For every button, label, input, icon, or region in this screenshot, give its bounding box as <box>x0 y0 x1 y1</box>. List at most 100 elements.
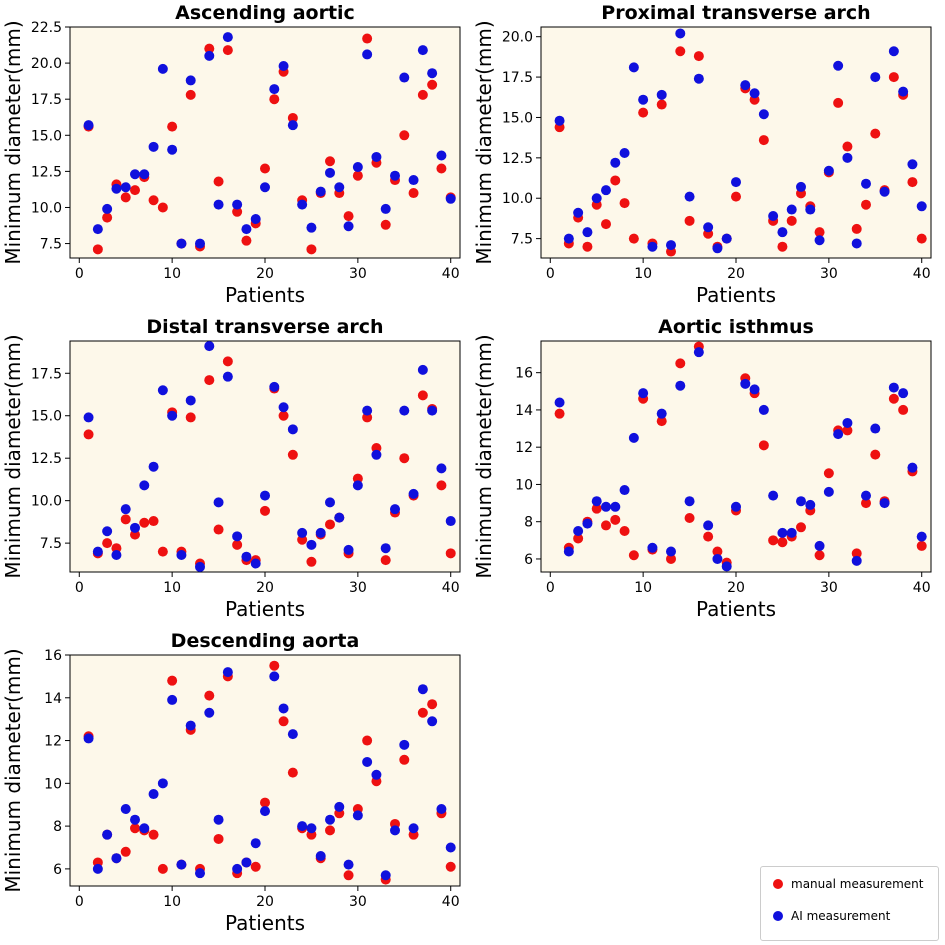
ai-point <box>833 60 844 71</box>
ai-series <box>83 341 456 572</box>
ai-point <box>157 778 168 789</box>
ai-point <box>445 842 456 853</box>
ai-point <box>684 191 695 202</box>
y-tick-label: 10 <box>44 776 62 792</box>
ai-point <box>916 201 927 212</box>
manual-point <box>916 233 927 244</box>
ai-point <box>390 825 400 836</box>
ai-point <box>269 84 280 95</box>
ai-point <box>83 733 94 744</box>
ai-point <box>148 461 159 472</box>
ai-point <box>399 72 410 83</box>
ai-point <box>334 182 345 193</box>
ai-point <box>325 167 335 178</box>
y-tick-label: 17.5 <box>31 92 62 108</box>
ai-point <box>601 501 611 512</box>
manual-point <box>628 233 639 244</box>
y-tick-label: 10.0 <box>502 191 533 207</box>
chart-title: Descending aorta <box>171 630 360 652</box>
plot-area <box>69 26 461 259</box>
ai-point <box>287 120 298 131</box>
chart-title: Proximal transverse arch <box>601 2 870 24</box>
ai-point <box>176 859 187 870</box>
ai-point <box>130 522 140 533</box>
ai-point <box>213 814 224 825</box>
ai-point <box>315 186 326 197</box>
ai-point <box>260 490 270 501</box>
manual-point <box>130 823 140 834</box>
ai-series <box>554 28 927 254</box>
manual-point <box>352 170 363 181</box>
ai-point <box>703 222 714 233</box>
ai-point <box>278 402 289 413</box>
y-tick-label: 12 <box>515 440 533 456</box>
ai-point <box>352 162 363 173</box>
y-tick-label: 20.0 <box>31 56 62 72</box>
manual-point <box>306 244 317 255</box>
manual-point <box>120 192 131 203</box>
ai-point <box>306 222 317 233</box>
manual-point <box>362 33 373 44</box>
ai-point <box>879 498 890 509</box>
ai-point <box>287 729 298 740</box>
ai-point <box>591 193 602 204</box>
legend: manual measurement AI measurement <box>760 866 939 941</box>
ai-point <box>768 211 779 221</box>
x-tick-label: 10 <box>163 266 181 282</box>
manual-point <box>675 46 686 57</box>
ai-point <box>619 148 630 158</box>
ai-point <box>92 224 103 235</box>
ai-point <box>731 177 741 188</box>
chart-title: Distal transverse arch <box>146 316 383 338</box>
manual-point <box>120 514 131 525</box>
manual-point <box>185 412 196 423</box>
manual-point <box>83 429 94 440</box>
chart-title: Ascending aortic <box>175 2 355 24</box>
ai-point <box>306 823 317 834</box>
ai-point <box>195 238 205 249</box>
manual-point <box>851 548 862 559</box>
manual-point <box>777 537 788 548</box>
manual-point <box>380 219 391 230</box>
ai-point <box>684 496 695 507</box>
ai-point <box>805 204 816 215</box>
manual-point <box>232 539 243 550</box>
ai-point <box>582 227 593 238</box>
ai-point <box>139 169 150 180</box>
manual-point <box>325 825 335 836</box>
ai-point <box>343 544 354 555</box>
ai-point <box>399 739 410 750</box>
ai-point <box>638 94 649 105</box>
ai-point <box>417 45 428 56</box>
ai-point <box>371 769 382 780</box>
ai-point <box>241 551 252 562</box>
x-tick-label: 20 <box>256 894 274 910</box>
ai-point <box>176 550 187 561</box>
plot-area <box>540 26 932 259</box>
manual-point <box>417 89 428 100</box>
ai-point <box>417 684 428 695</box>
ai-point <box>417 364 428 375</box>
manual-point <box>222 45 233 56</box>
ai-point <box>325 814 335 825</box>
manual-point <box>204 690 215 701</box>
manual-point <box>417 390 428 401</box>
manual-point <box>777 241 788 252</box>
ai-point <box>297 821 308 832</box>
ai-point <box>167 144 178 155</box>
manual-point <box>120 846 131 857</box>
ai-point <box>907 462 918 473</box>
ai-point <box>573 207 584 218</box>
ai-point <box>786 527 797 538</box>
x-tick-label: 30 <box>349 266 367 282</box>
ai-point <box>888 46 899 57</box>
ai-point <box>306 539 317 550</box>
manual-point <box>684 512 695 523</box>
ai-point <box>130 814 140 825</box>
ai-point <box>712 243 723 254</box>
manual-point <box>554 408 565 419</box>
y-tick-label: 10 <box>515 477 533 493</box>
manual-point <box>823 468 834 479</box>
ai-point <box>693 73 704 84</box>
